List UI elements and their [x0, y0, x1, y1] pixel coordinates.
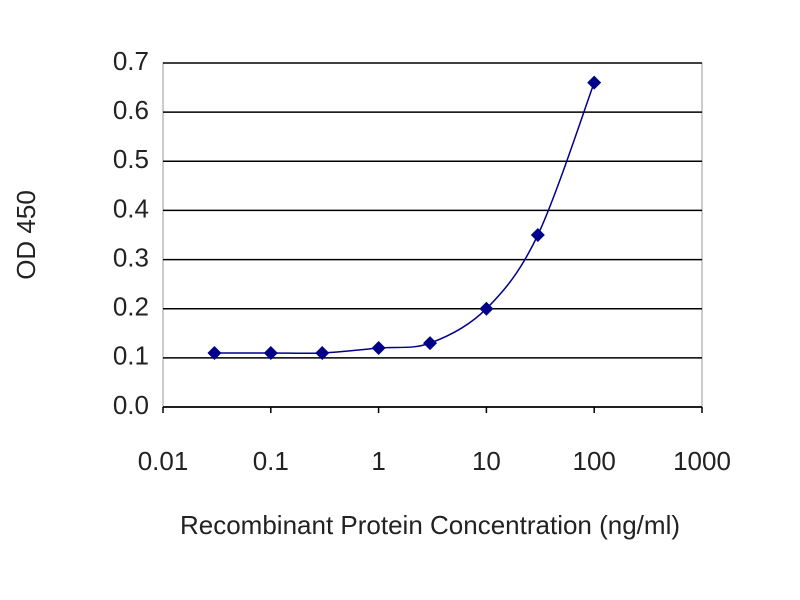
x-tick-label: 100 — [573, 446, 616, 476]
y-tick-label: 0.0 — [113, 390, 149, 420]
plot-area — [162, 62, 703, 408]
y-tick-label: 0.1 — [113, 341, 149, 371]
data-point — [263, 345, 278, 360]
data-point — [587, 75, 602, 90]
data-point — [530, 228, 545, 242]
x-tick-label: 1 — [371, 446, 385, 476]
y-tick-label: 0.3 — [113, 242, 149, 272]
y-axis-label: OD 450 — [11, 190, 41, 280]
data-point — [479, 301, 494, 316]
x-tick-label: 0.01 — [138, 446, 189, 476]
y-tick-label: 0.4 — [113, 193, 149, 223]
data-point — [207, 345, 222, 360]
data-point — [315, 345, 330, 360]
y-tick-label: 0.2 — [113, 292, 149, 322]
y-tick-label: 0.5 — [113, 144, 149, 174]
x-axis-label: Recombinant Protein Concentration (ng/ml… — [180, 510, 680, 540]
y-tick-label: 0.6 — [113, 95, 149, 125]
x-tick-label: 0.1 — [253, 446, 289, 476]
x-tick-label: 1000 — [673, 446, 731, 476]
data-point — [423, 336, 438, 351]
data-point — [371, 341, 386, 356]
y-tick-label: 0.7 — [113, 46, 149, 76]
x-tick-label: 10 — [472, 446, 501, 476]
